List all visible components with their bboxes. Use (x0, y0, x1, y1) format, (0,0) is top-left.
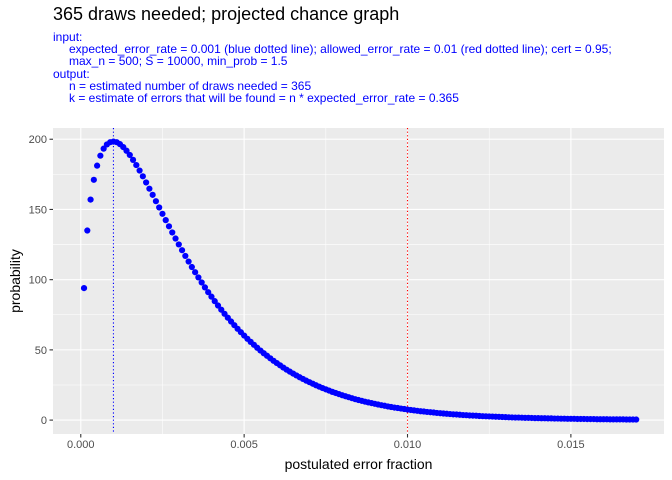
data-point (87, 196, 94, 203)
subtitle-line: n = estimated number of draws needed = 3… (69, 78, 312, 93)
data-point (198, 279, 205, 286)
data-points (80, 138, 640, 423)
data-point (214, 302, 222, 309)
data-point (100, 145, 107, 152)
x-axis: 0.000 0.005 0.010 0.015 (67, 434, 585, 451)
data-point (94, 162, 101, 169)
data-point (185, 258, 192, 265)
data-point (208, 293, 215, 300)
data-point (133, 161, 140, 169)
data-point (175, 241, 182, 248)
y-tick-label: 150 (29, 204, 47, 216)
chart-title: 365 draws needed; projected chance graph (53, 4, 400, 24)
data-point (129, 156, 137, 163)
data-point (178, 247, 186, 254)
chart-subtitle: input: expected_error_rate = 0.001 (blue … (53, 31, 612, 104)
data-point (139, 173, 146, 180)
data-point (123, 147, 130, 154)
subtitle-line: k = estimate of errors that will be foun… (69, 91, 459, 106)
data-point (192, 269, 199, 276)
data-point (97, 152, 104, 159)
data-point (195, 274, 202, 281)
data-point (165, 223, 173, 230)
data-point (211, 298, 218, 305)
data-point (633, 416, 640, 423)
data-point (149, 191, 156, 198)
data-point (201, 284, 209, 291)
major-gridlines (53, 128, 664, 434)
data-point (169, 229, 176, 236)
data-point (90, 176, 97, 183)
x-tick-label: 0.010 (394, 439, 422, 451)
x-tick-label: 0.015 (557, 439, 585, 451)
data-point (172, 235, 179, 242)
y-tick-label: 100 (29, 275, 47, 287)
data-point (205, 289, 212, 296)
plot-panel (53, 128, 664, 434)
y-axis: 0 50 100 150 200 (29, 134, 53, 427)
subtitle-line: output: (53, 66, 90, 81)
data-point (188, 263, 195, 271)
data-point (136, 167, 143, 174)
data-point (156, 204, 163, 211)
subtitle-line: expected_error_rate = 0.001 (blue dotted… (69, 42, 612, 57)
y-tick-label: 0 (41, 415, 47, 427)
data-point (159, 210, 166, 217)
reference-lines (112, 128, 409, 434)
data-point (143, 179, 150, 186)
minor-gridlines (53, 128, 664, 434)
x-axis-title: postulated error fraction (285, 456, 433, 472)
y-tick-label: 50 (35, 345, 47, 357)
data-point (146, 185, 153, 192)
y-axis-title: probability (7, 249, 23, 313)
subtitle-line: input: (53, 30, 83, 44)
subtitle-line: max_n = 500; S = 10000, min_prob = 1.5 (69, 54, 288, 69)
data-point (126, 151, 133, 159)
data-point (152, 198, 160, 205)
x-tick-label: 0.000 (67, 439, 95, 451)
x-tick-label: 0.005 (230, 439, 258, 451)
data-point (80, 284, 88, 292)
data-point (162, 217, 169, 224)
y-tick-label: 200 (29, 134, 47, 146)
data-point (182, 252, 189, 260)
data-point (84, 227, 91, 234)
